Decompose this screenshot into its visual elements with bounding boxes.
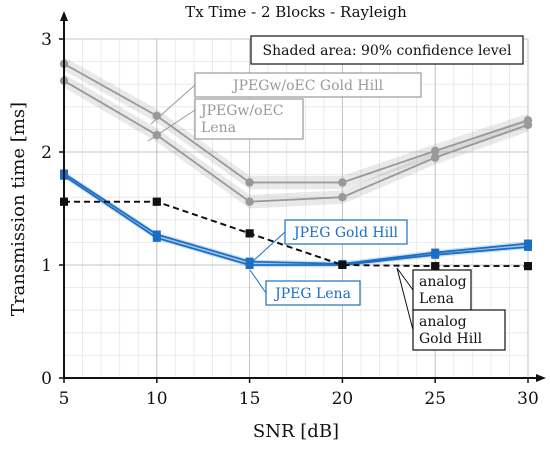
annotations: Shaded area: 90% confidence level JPEGw/o… (147, 35, 524, 351)
annotation-leader-analog_lena (396, 267, 414, 291)
y-tick-label: 1 (41, 256, 52, 276)
x-tick-label: 10 (146, 389, 168, 409)
x-tick-label: 30 (517, 389, 539, 409)
x-tick-label: 20 (332, 389, 354, 409)
data-point-jpeg_lena (245, 261, 254, 269)
annotation-leader-jpeg_goldhill (251, 231, 286, 263)
x-axis-label: SNR [dB] (253, 421, 339, 442)
confidence-band-jpeg_woec_lena (64, 74, 528, 209)
data-point-analog_goldhill (245, 229, 254, 238)
y-axis-arrow (60, 11, 68, 21)
x-axis-arrow (536, 374, 546, 382)
series-line-jpeg_lena (63, 174, 529, 266)
confidence-note: Shaded area: 90% confidence level (263, 43, 512, 59)
confidence-band-jpeg_woec_goldhill (64, 57, 528, 190)
series-line-jpeg_woec_lena (63, 80, 529, 203)
chart-title: Tx Time - 2 Blocks - Rayleigh (185, 3, 407, 21)
data-point-jpeg_woec_lena (431, 153, 440, 162)
note-box (250, 35, 524, 65)
data-point-jpeg_lena (431, 250, 440, 259)
data-point-analog_goldhill (431, 262, 440, 271)
annotation-label-analog_lena: analog (419, 274, 467, 290)
annotation-box-woec_goldhill (194, 72, 422, 98)
data-point-jpeg_woec_lena (523, 120, 533, 130)
annotation-label-analog_goldhill: Gold Hill (419, 331, 483, 347)
annotation-label-woec_goldhill: JPEGw/oEC Gold Hill (231, 78, 384, 94)
x-tick-label: 15 (239, 389, 261, 409)
series-line-jpeg_goldhill (63, 172, 529, 265)
annotation-box-analog_goldhill (412, 309, 506, 351)
x-tick-label: 5 (59, 389, 70, 409)
data-point-analog_goldhill (152, 197, 161, 206)
confidence-band-jpeg_goldhill (64, 171, 528, 267)
data-point-jpeg_woec_lena (245, 197, 254, 206)
data-point-jpeg_woec_goldhill (431, 146, 440, 156)
y-axis-label: Transmission time [ms] (8, 102, 29, 316)
series-lines (63, 63, 529, 268)
data-point-jpeg_lena (152, 233, 161, 242)
annotation-box-analog_lena (412, 269, 472, 311)
data-point-analog_goldhill (524, 262, 532, 271)
annotation-label-jpeg_goldhill: JPEG Gold Hill (292, 225, 399, 241)
y-tick-label: 2 (41, 143, 52, 163)
annotation-box-woec_lena (194, 98, 304, 140)
annotation-leader-woec_goldhill (150, 84, 196, 125)
annotation-leader-woec_lena (147, 109, 196, 142)
data-point-analog_goldhill (338, 261, 347, 269)
annotation-label-analog_lena: Lena (419, 291, 454, 307)
annotation-leader-analog_goldhill (396, 267, 414, 331)
annotation-label-jpeg_lena: JPEG Lena (273, 286, 351, 302)
x-tick-label: 25 (424, 389, 446, 409)
annotation-label-woec_lena: Lena (201, 120, 236, 136)
series-line-jpeg_woec_goldhill (63, 63, 529, 184)
y-tick-label: 0 (41, 369, 52, 389)
axes: 5 10 15 20 25 30 0 1 2 3 (41, 11, 546, 409)
data-point-jpeg_lena (524, 242, 532, 251)
y-tick-label: 3 (41, 30, 52, 50)
annotation-box-jpeg_lena (265, 280, 361, 306)
data-point-jpeg_woec_goldhill (245, 178, 254, 187)
data-point-jpeg_woec_goldhill (338, 178, 347, 187)
annotation-label-analog_goldhill: analog (419, 314, 467, 330)
data-point-jpeg_woec_lena (338, 193, 347, 202)
data-point-jpeg_woec_goldhill (152, 111, 161, 121)
annotation-box-jpeg_goldhill (284, 219, 408, 245)
annotation-label-woec_lena: JPEGw/oEC (199, 103, 284, 119)
annotation-leader-jpeg_lena (249, 269, 267, 294)
